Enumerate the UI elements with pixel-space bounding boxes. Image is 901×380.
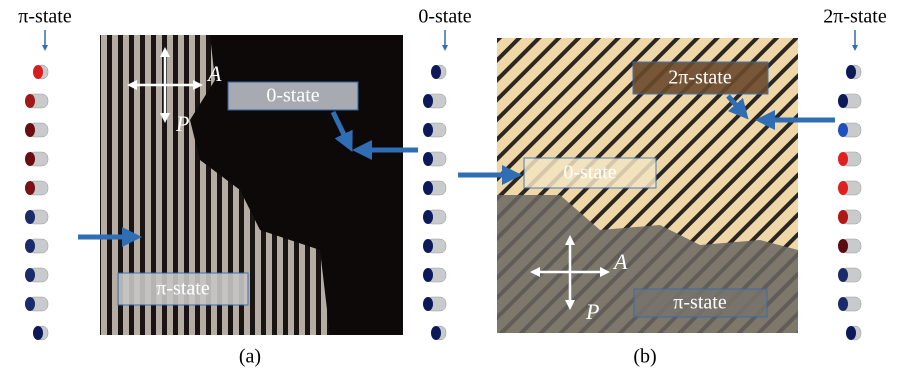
spin-cylinder <box>838 123 848 137</box>
column-header: π-state <box>18 6 72 28</box>
state-label: π-state <box>673 292 727 314</box>
figure: π-state 0-state 2π-state A P 0-state π-s… <box>0 0 901 380</box>
spin-cylinder <box>423 123 433 137</box>
caption: (a) <box>239 346 261 368</box>
spin-cylinder <box>838 268 848 282</box>
analyzer-label: A <box>206 61 222 86</box>
spin-cylinder <box>838 94 848 108</box>
spin-cylinder <box>33 65 43 79</box>
state-label: 2π-state <box>668 67 732 89</box>
spin-cylinder <box>423 152 433 166</box>
spin-cylinder <box>431 326 441 340</box>
spin-cylinder <box>838 239 848 253</box>
spin-cylinder <box>25 297 35 311</box>
column-header: 2π-state <box>823 6 887 28</box>
spin-cylinder <box>25 210 35 224</box>
state-label: π-state <box>156 278 210 300</box>
spin-cylinder <box>25 152 35 166</box>
state-label: 0-state <box>266 85 319 107</box>
spin-cylinder <box>423 239 433 253</box>
spin-cylinder <box>25 268 35 282</box>
spin-cylinder <box>838 152 848 166</box>
spin-cylinder <box>423 297 433 311</box>
polarizer-label: P <box>175 111 189 136</box>
polarizer-label: P <box>585 299 599 324</box>
spin-cylinder <box>25 239 35 253</box>
column-header: 0-state <box>418 6 471 28</box>
spin-cylinder <box>838 210 848 224</box>
analyzer-label: A <box>612 249 628 274</box>
spin-cylinder <box>25 94 35 108</box>
spin-cylinder <box>423 181 433 195</box>
spin-cylinder <box>846 326 856 340</box>
spin-cylinder <box>846 65 856 79</box>
spin-cylinder <box>838 181 848 195</box>
spin-cylinder <box>25 123 35 137</box>
spin-cylinder <box>33 326 43 340</box>
spin-cylinder <box>838 297 848 311</box>
state-label: 0-state <box>563 162 616 184</box>
caption: (b) <box>633 346 656 368</box>
spin-cylinder <box>25 181 35 195</box>
spin-cylinder <box>423 94 433 108</box>
spin-cylinder <box>431 65 441 79</box>
spin-cylinder <box>423 268 433 282</box>
spin-cylinder <box>423 210 433 224</box>
